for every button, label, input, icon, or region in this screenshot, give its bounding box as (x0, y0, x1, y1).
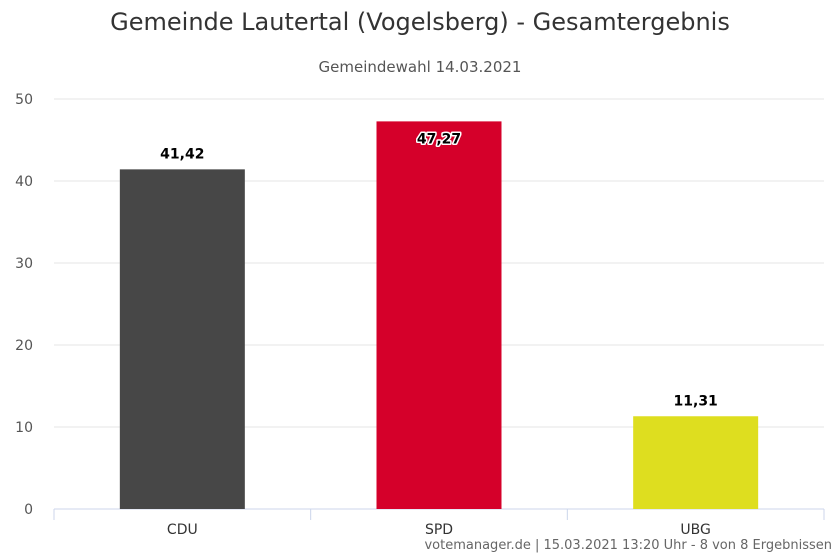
chart-title: Gemeinde Lautertal (Vogelsberg) - Gesamt… (110, 8, 730, 36)
credits-link[interactable]: votemanager.de | 15.03.2021 13:20 Uhr - … (424, 538, 832, 553)
y-tick-label: 40 (15, 174, 33, 190)
data-labels: 41,42 47,27 11,31 (160, 130, 718, 409)
bar-ubg[interactable] (633, 416, 759, 509)
y-tick-label: 20 (15, 338, 33, 354)
chart-subtitle: Gemeindewahl 14.03.2021 (318, 58, 522, 76)
y-axis-ticks: 0 10 20 30 40 50 (15, 92, 33, 518)
y-tick-label: 50 (15, 92, 33, 108)
y-tick-label: 30 (15, 256, 33, 272)
x-tick-label: UBG (680, 522, 710, 538)
x-tick-label: SPD (425, 522, 453, 538)
y-tick-label: 10 (15, 420, 33, 436)
data-label: 47,27 (417, 131, 461, 147)
data-label: 41,42 (160, 146, 204, 162)
bar-cdu[interactable] (119, 169, 245, 509)
x-tick-label: CDU (167, 522, 198, 538)
bars (119, 121, 759, 510)
y-tick-label: 0 (24, 502, 33, 518)
x-axis: CDU SPD UBG (53, 508, 825, 538)
bar-spd[interactable] (376, 121, 502, 510)
data-label: 11,31 (674, 393, 718, 409)
